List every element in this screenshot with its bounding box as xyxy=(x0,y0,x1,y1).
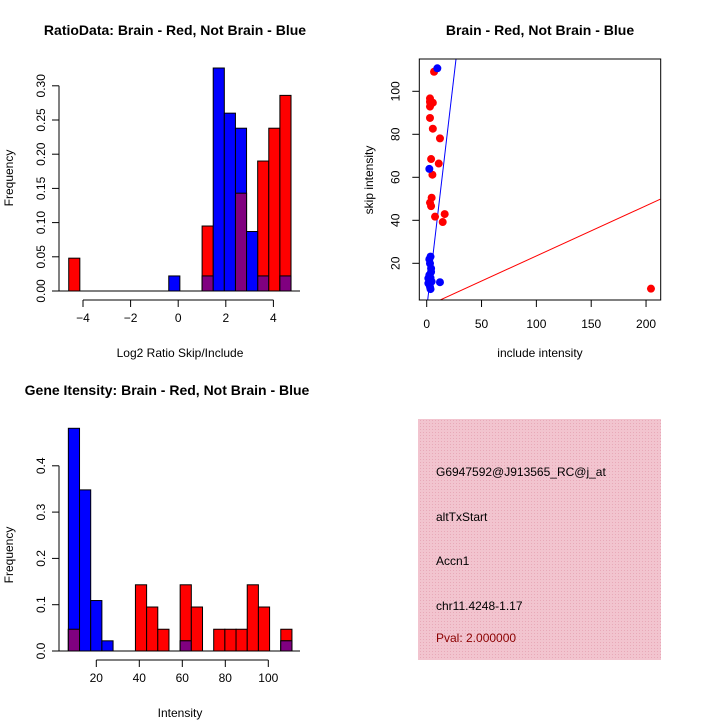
bar-not-brain xyxy=(212,67,225,292)
scatter-point xyxy=(440,210,449,219)
scatter-point xyxy=(427,155,436,164)
info-gene: Accn1 xyxy=(436,554,470,568)
x-tick-label: 100 xyxy=(258,671,278,685)
info-pval: Pval: 2.000000 xyxy=(436,631,516,645)
scatter-point xyxy=(428,124,437,133)
scatter-point xyxy=(425,276,434,285)
histogram-intensity-title: Gene Itensity: Brain - Red, Not Brain - … xyxy=(25,382,310,398)
y-tick-label: 0.4 xyxy=(34,457,48,474)
y-tick-label: 0.3 xyxy=(34,503,48,520)
y-tick-label: 20 xyxy=(388,256,402,270)
bar-not-brain xyxy=(101,640,114,652)
y-tick-label: 0.25 xyxy=(34,108,48,132)
y-tick-label: 0.15 xyxy=(34,176,48,200)
bar-overlap xyxy=(234,192,248,292)
bar-overlap xyxy=(179,640,192,652)
bar-brain xyxy=(279,94,292,292)
bar-not-brain xyxy=(90,600,103,652)
x-tick-label: 100 xyxy=(526,317,546,331)
histogram-ratio-xlabel: Log2 Ratio Skip/Include xyxy=(117,346,244,360)
bar-not-brain xyxy=(246,230,259,292)
y-tick-label: 0.1 xyxy=(34,596,48,613)
bar-brain xyxy=(146,606,159,652)
bar-not-brain xyxy=(67,427,81,652)
scatter-ylabel: skip intensity xyxy=(362,146,376,215)
y-tick-label: 0.0 xyxy=(34,642,48,659)
x-tick-label: 2 xyxy=(222,311,229,325)
info-event: altTxStart xyxy=(436,510,488,524)
x-tick-label: 0 xyxy=(175,311,182,325)
bar-brain xyxy=(246,584,259,652)
y-tick-label: 0.05 xyxy=(34,245,48,269)
scatter-point xyxy=(427,267,436,276)
scatter-title: Brain - Red, Not Brain - Blue xyxy=(446,22,634,38)
y-tick-label: 80 xyxy=(388,127,402,141)
scatter-point xyxy=(433,64,442,73)
bar-overlap xyxy=(280,640,293,652)
y-tick-label: 60 xyxy=(388,170,402,184)
histogram-intensity: 0.0 0.1 0.2 0.3 0.4 20 40 60 80 100 xyxy=(34,427,300,685)
x-tick-label: 50 xyxy=(475,317,489,331)
x-tick-label: 0 xyxy=(423,317,430,331)
x-tick-label: 150 xyxy=(581,317,601,331)
x-tick-label: 40 xyxy=(133,671,147,685)
scatter-point xyxy=(438,218,447,227)
y-tick-label: 0.2 xyxy=(34,550,48,567)
x-tick-label: 4 xyxy=(270,311,277,325)
bar-overlap xyxy=(257,275,270,292)
histogram-ratio-ylabel: Frequency xyxy=(2,150,16,207)
scatter-point xyxy=(427,202,436,211)
x-tick-label: −4 xyxy=(76,311,90,325)
x-tick-label: 20 xyxy=(90,671,104,685)
scatter-point xyxy=(428,98,437,107)
info-location: chr11.4248-1.17 xyxy=(436,599,523,613)
scatter-point xyxy=(435,134,444,143)
bar-not-brain xyxy=(79,489,92,652)
histogram-intensity-ylabel: Frequency xyxy=(2,527,16,584)
y-tick-label: 0.00 xyxy=(34,279,48,303)
bar-not-brain xyxy=(223,112,236,292)
scatter-xlabel: include intensity xyxy=(497,346,582,360)
scatter-point xyxy=(426,252,435,261)
x-tick-label: −2 xyxy=(124,311,138,325)
x-tick-label: 60 xyxy=(176,671,190,685)
bar-brain xyxy=(235,628,248,652)
scatter-point xyxy=(425,164,434,173)
x-tick-label: 80 xyxy=(219,671,233,685)
scatter-point xyxy=(431,212,440,221)
scatter-point xyxy=(426,285,435,294)
bar-brain xyxy=(257,160,270,292)
y-tick-label: 100 xyxy=(388,81,402,101)
bar-brain xyxy=(224,628,237,652)
y-tick-label: 0.20 xyxy=(34,142,48,166)
bar-not-brain xyxy=(168,275,181,292)
info-probe: G6947592@J913565_RC@j_at xyxy=(436,465,606,479)
bar-brain xyxy=(134,584,148,652)
bar-brain xyxy=(213,628,226,652)
scatter-point xyxy=(435,278,444,287)
bar-brain xyxy=(68,257,81,292)
y-tick-label: 0.10 xyxy=(34,211,48,235)
scatter-point xyxy=(646,284,655,293)
scatter-point xyxy=(434,159,443,168)
bar-brain xyxy=(190,606,204,652)
y-tick-label: 40 xyxy=(388,213,402,227)
scatter-plot: 0 50 100 150 200 20 40 60 80 100 xyxy=(388,58,662,331)
scatter-point xyxy=(425,113,434,122)
x-tick-label: 200 xyxy=(636,317,656,331)
info-panel: G6947592@J913565_RC@j_at altTxStart Accn… xyxy=(418,419,661,660)
bar-brain xyxy=(257,606,271,652)
plot-frame xyxy=(418,58,662,301)
bar-overlap xyxy=(279,275,292,292)
histogram-intensity-xlabel: Intensity xyxy=(158,706,203,720)
histogram-ratio-title: RatioData: Brain - Red, Not Brain - Blue xyxy=(44,22,306,38)
fit-line xyxy=(438,198,661,300)
histogram-ratio: 0.00 0.05 0.10 0.15 0.20 0.25 0.30 −4 −2 0 2 4 xyxy=(34,67,300,325)
bar-overlap xyxy=(67,628,81,652)
y-tick-label: 0.30 xyxy=(34,74,48,98)
bar-overlap xyxy=(201,275,214,292)
bar-brain xyxy=(157,628,170,652)
bar-brain xyxy=(268,127,281,292)
